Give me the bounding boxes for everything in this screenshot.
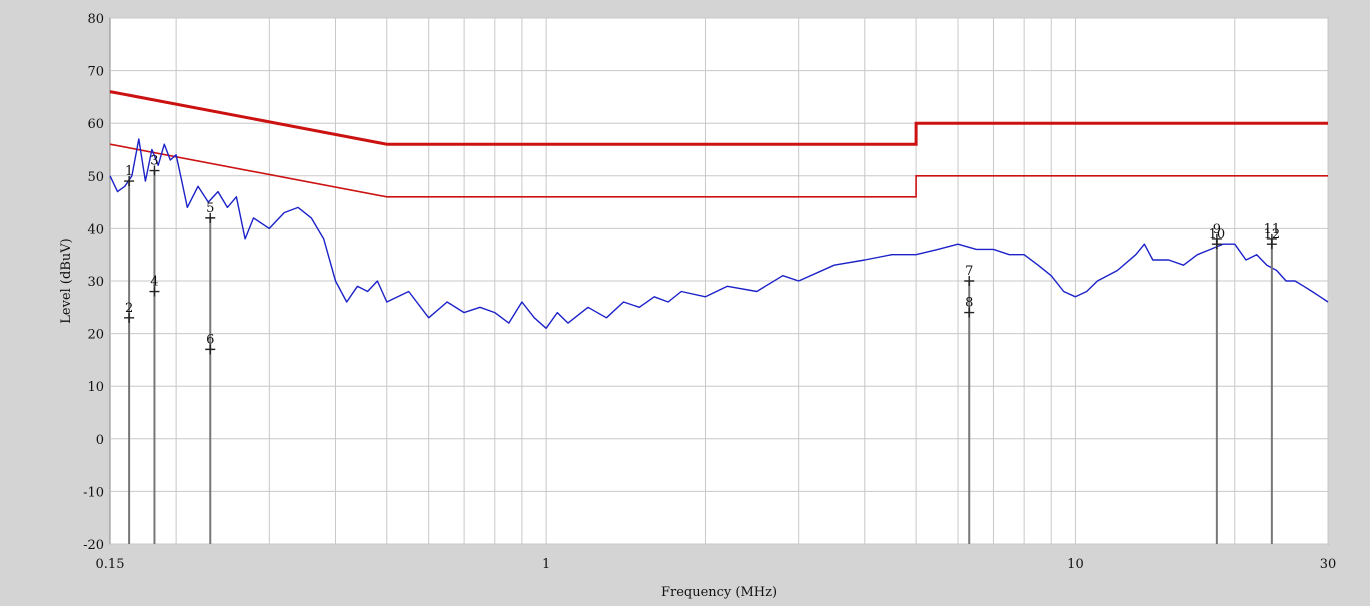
- marker-point: [124, 312, 135, 323]
- marker-point: [149, 165, 160, 176]
- marker-label: 5: [206, 201, 214, 216]
- x-tick-label: 30: [1320, 557, 1337, 572]
- marker-point: [964, 276, 975, 286]
- x-tick-labels: 0.15 1 10 30: [96, 557, 1337, 572]
- trace-layer: [109, 138, 1329, 329]
- y-tick-label: 80: [87, 12, 104, 27]
- y-tick-label: -10: [83, 485, 104, 500]
- marker-point: [1211, 239, 1222, 250]
- y-tick-label: 40: [87, 222, 104, 237]
- limit-line-av: [109, 143, 1328, 198]
- marker-label: 9: [1213, 222, 1221, 237]
- y-tick-labels: 80 70 60 50 40 30 20 10 0 -10 -20: [83, 12, 104, 553]
- y-tick-label: 70: [87, 65, 104, 80]
- limit-lines: [109, 90, 1328, 198]
- marker-label: 3: [150, 154, 158, 169]
- y-tick-label: 60: [87, 117, 104, 132]
- x-tick-label: 0.15: [96, 557, 125, 572]
- y-tick-label: 50: [87, 170, 104, 185]
- marker-label: 4: [150, 275, 158, 290]
- marker-label: 1: [125, 164, 133, 179]
- marker-label: 11: [1264, 222, 1281, 237]
- marker-point: [124, 176, 135, 187]
- marker-point: [1266, 239, 1277, 250]
- marker-point: [964, 307, 975, 318]
- y-tick-label: 30: [87, 275, 104, 290]
- y-tick-label: 20: [87, 328, 104, 343]
- marker-label: 8: [965, 296, 973, 311]
- grid-lines: [110, 17, 1329, 545]
- y-tick-label: -20: [83, 538, 104, 553]
- x-tick-label: 10: [1067, 557, 1084, 572]
- y-tick-label: 10: [87, 380, 104, 395]
- marker-label: 2: [125, 301, 133, 316]
- marker-point: [149, 286, 160, 297]
- marker-point: [205, 344, 216, 355]
- y-tick-label: 0: [96, 433, 104, 448]
- marker-label: 10: [1209, 227, 1226, 242]
- y-axis-title: Level (dBuV): [59, 238, 74, 323]
- marker-label: 6: [206, 332, 214, 347]
- marker-label: 7: [965, 264, 973, 279]
- x-axis-title: Frequency (MHz): [661, 585, 777, 600]
- marker-point: [205, 212, 216, 223]
- marker-label: 12: [1264, 227, 1281, 242]
- limit-line-qp: [109, 90, 1328, 146]
- spectrum-trace: [109, 138, 1329, 329]
- x-tick-label: 1: [542, 557, 550, 572]
